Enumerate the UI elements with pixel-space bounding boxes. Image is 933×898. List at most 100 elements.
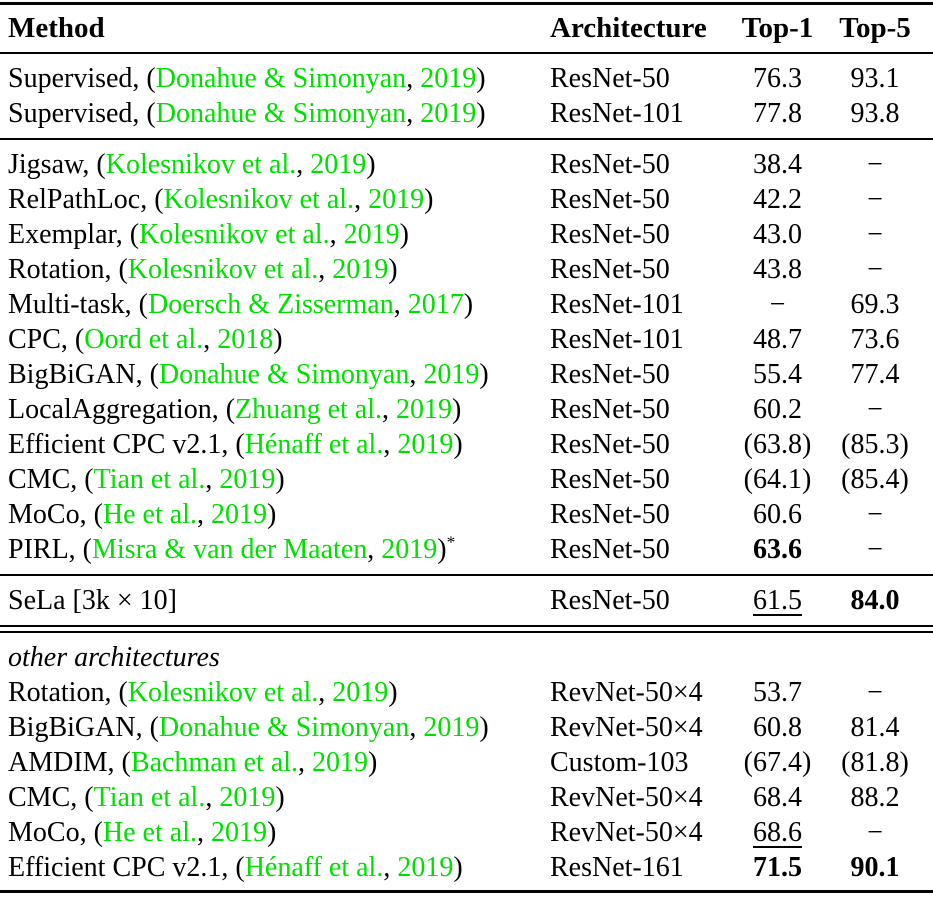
top5-value: 93.1 [850, 63, 900, 94]
top5-value: − [867, 677, 883, 708]
citation-link[interactable]: 2019 [332, 254, 389, 285]
citation-link[interactable]: 2019 [397, 429, 454, 460]
method-text: BigBiGAN, ( [8, 712, 159, 743]
citation-link[interactable]: 2019 [343, 219, 400, 250]
citation-link[interactable]: Tian et al. [93, 782, 206, 813]
top-rule [0, 2, 933, 5]
method-text: , [329, 219, 344, 250]
method-cell: MoCo, (He et al., 2019) [0, 815, 550, 850]
citation-link[interactable]: Oord et al. [84, 324, 204, 355]
citation-link[interactable]: He et al. [102, 499, 197, 530]
method-text: , [406, 63, 421, 94]
method-text: ) [453, 852, 463, 883]
citation-link[interactable]: 2019 [219, 464, 276, 495]
citation-link[interactable]: Kolesnikov et al. [105, 149, 297, 180]
citation-link[interactable]: 2019 [210, 499, 267, 530]
citation-link[interactable]: Kolesnikov et al. [163, 184, 355, 215]
citation-link[interactable]: 2019 [312, 747, 369, 778]
top5-value: − [867, 817, 883, 848]
citation-link[interactable]: 2019 [219, 782, 276, 813]
method-text: , [393, 289, 408, 320]
citation-link[interactable]: Hénaff et al. [244, 429, 384, 460]
top5-value: (85.3) [841, 429, 909, 460]
method-text: PIRL, ( [8, 534, 92, 565]
architecture-cell: RevNet-50×4 [550, 677, 703, 708]
citation-link[interactable]: 2019 [423, 712, 480, 743]
citation-link[interactable]: 2019 [397, 852, 454, 883]
method-cell: Exemplar, (Kolesnikov et al., 2019) [0, 217, 550, 252]
table-row: SeLa [3k × 10] ResNet-50 61.5 84.0 [0, 583, 933, 618]
citation-link[interactable]: 2019 [310, 149, 367, 180]
top1-value: 68.4 [753, 782, 802, 813]
method-text: , [367, 534, 382, 565]
method-text: ) [366, 149, 376, 180]
header-rule [0, 52, 933, 54]
method-text: ) [479, 712, 489, 743]
top1-value: 63.6 [753, 534, 802, 565]
architecture-cell: ResNet-50 [550, 63, 670, 94]
citation-link[interactable]: Donahue & Simonyan [155, 98, 407, 129]
citation-link[interactable]: Hénaff et al. [244, 852, 384, 883]
method-text: SeLa [3k × 10] [8, 585, 177, 616]
citation-link[interactable]: 2019 [368, 184, 425, 215]
citation-link[interactable]: Misra & van der Maaten [92, 534, 368, 565]
citation-link[interactable]: 2019 [381, 534, 438, 565]
method-cell: CPC, (Oord et al., 2018) [0, 322, 550, 357]
architecture-cell: RevNet-50×4 [550, 782, 703, 813]
citation-link[interactable]: 2017 [407, 289, 464, 320]
citation-link[interactable]: 2019 [420, 63, 477, 94]
citation-link[interactable]: Donahue & Simonyan [155, 63, 407, 94]
top5-value: 88.2 [850, 782, 900, 813]
method-cell: Supervised, (Donahue & Simonyan, 2019) [0, 96, 550, 131]
method-text: , [318, 677, 333, 708]
architecture-cell: ResNet-50 [550, 219, 670, 250]
citation-link[interactable]: Kolesnikov et al. [127, 254, 319, 285]
table-row: Supervised, (Donahue & Simonyan, 2019) Re… [0, 96, 933, 131]
method-text: LocalAggregation, ( [8, 394, 236, 425]
table-row: LocalAggregation, (Zhuang et al., 2019) R… [0, 392, 933, 427]
citation-link[interactable]: He et al. [102, 817, 197, 848]
top5-value: 81.4 [850, 712, 900, 743]
citation-link[interactable]: 2019 [332, 677, 389, 708]
table-row: PIRL, (Misra & van der Maaten, 2019)* Res… [0, 532, 933, 567]
table-row: MoCo, (He et al., 2019) RevNet-50×4 68.6− [0, 815, 933, 850]
top1-value: 42.2 [753, 184, 802, 215]
top1-value: 60.2 [753, 394, 802, 425]
method-text: Jigsaw, ( [8, 149, 106, 180]
citation-link[interactable]: 2019 [395, 394, 452, 425]
section-supervised: Supervised, (Donahue & Simonyan, 2019) Re… [0, 54, 933, 138]
citation-link[interactable]: Donahue & Simonyan [158, 712, 410, 743]
citation-link[interactable]: Zhuang et al. [235, 394, 382, 425]
method-text: Rotation, ( [8, 254, 128, 285]
table-row: RelPathLoc, (Kolesnikov et al., 2019) Res… [0, 182, 933, 217]
citation-link[interactable]: Donahue & Simonyan [158, 359, 410, 390]
method-text: , [354, 184, 369, 215]
top5-value: 84.0 [850, 585, 900, 616]
table-header: Method Architecture Top-1 Top-5 [0, 5, 933, 52]
top1-value: 60.6 [753, 499, 802, 530]
bottom-rule [0, 890, 933, 893]
double-rule-bottom [0, 631, 933, 633]
citation-link[interactable]: Tian et al. [93, 464, 206, 495]
citation-link[interactable]: Doersch & Zisserman [148, 289, 394, 320]
method-text: ) [266, 817, 277, 848]
citation-link[interactable]: 2018 [217, 324, 274, 355]
architecture-cell: ResNet-101 [550, 324, 684, 355]
citation-link[interactable]: Bachman et al. [130, 747, 299, 778]
top5-value: − [867, 219, 883, 250]
method-text: Efficient CPC v2.1, ( [8, 852, 245, 883]
top1-value: 55.4 [753, 359, 802, 390]
top1-value: 76.3 [753, 63, 802, 94]
method-text: CMC, ( [8, 464, 94, 495]
citation-link[interactable]: 2019 [423, 359, 480, 390]
table-row: AMDIM, (Bachman et al., 2019) Custom-103(… [0, 745, 933, 780]
citation-link[interactable]: Kolesnikov et al. [139, 219, 330, 250]
footnote-marker: * [446, 532, 456, 552]
citation-link[interactable]: Kolesnikov et al. [127, 677, 319, 708]
citation-link[interactable]: 2019 [420, 98, 477, 129]
method-text: , [296, 149, 311, 180]
citation-link[interactable]: 2019 [210, 817, 267, 848]
method-text: , [406, 98, 421, 129]
section-label-row: other architectures [0, 640, 933, 675]
top1-value: 68.6 [753, 817, 802, 848]
